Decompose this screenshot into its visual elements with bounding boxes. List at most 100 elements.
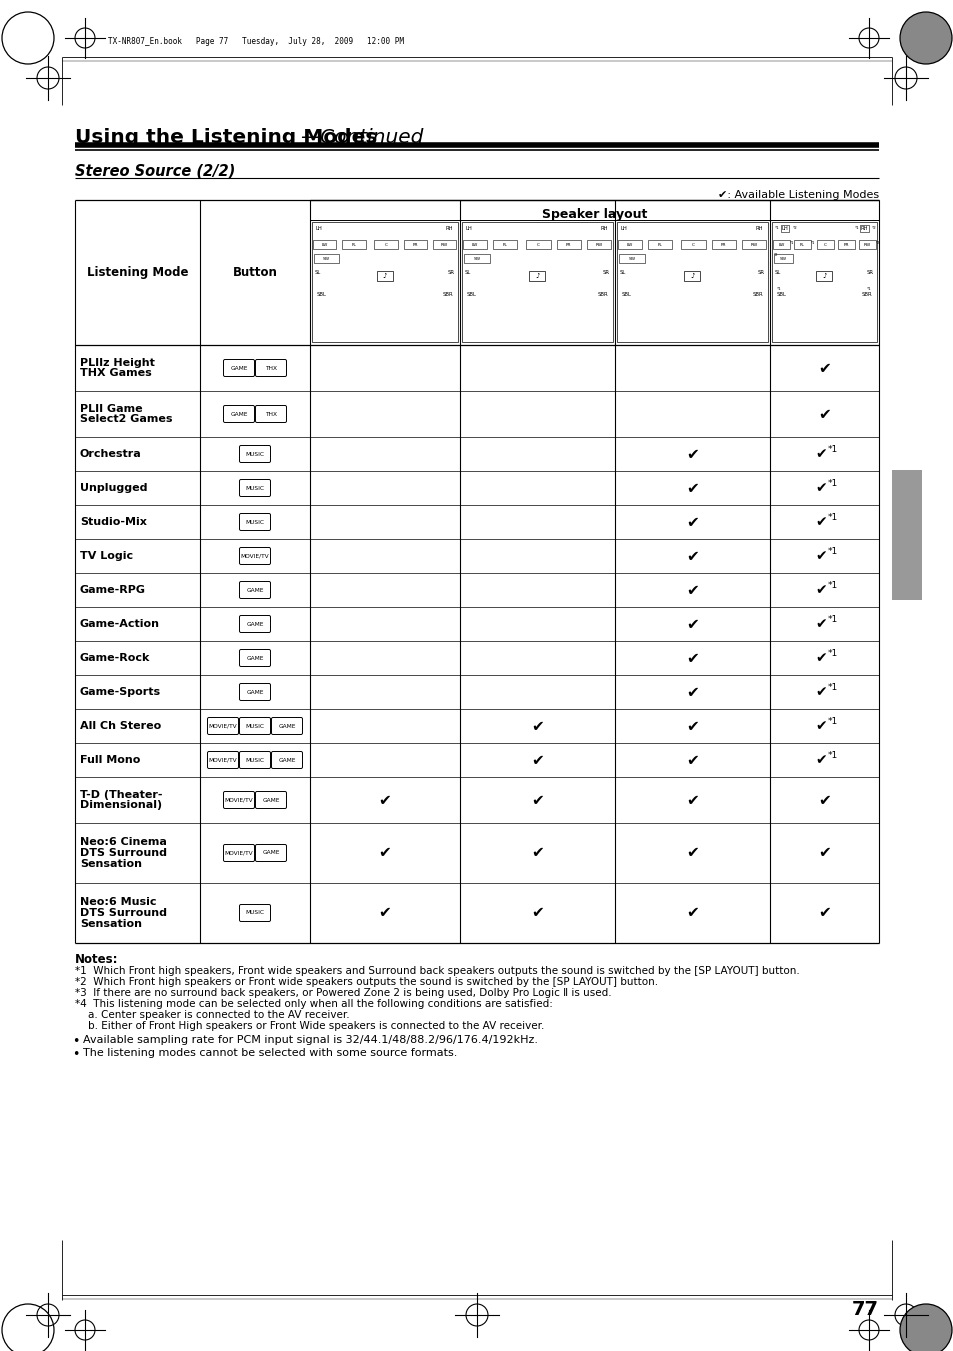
Text: Game-RPG: Game-RPG [80,585,146,594]
Text: MUSIC: MUSIC [245,758,264,762]
Text: SBL: SBL [776,293,786,297]
Text: *1: *1 [826,513,837,523]
Text: Sensation: Sensation [80,919,142,929]
Text: FL: FL [658,242,662,246]
Text: LW: LW [626,242,633,246]
Text: Available sampling rate for PCM input signal is 32/44.1/48/88.2/96/176.4/192kHz.: Available sampling rate for PCM input si… [83,1035,537,1046]
Text: The listening modes cannot be selected with some source formats.: The listening modes cannot be selected w… [83,1048,456,1058]
Text: ✔: ✔ [378,793,391,808]
Text: FL: FL [502,242,507,246]
Text: ✔: ✔ [685,515,699,530]
Text: RW: RW [749,242,757,246]
Text: ✔: ✔ [815,481,826,494]
Text: LH: LH [781,226,788,231]
Text: LH: LH [315,226,322,231]
Text: SBR: SBR [442,293,453,297]
Text: FR: FR [842,242,848,246]
Text: *1: *1 [826,547,837,557]
Text: SW: SW [323,257,330,261]
Text: SW: SW [473,257,480,261]
Text: Studio-Mix: Studio-Mix [80,517,147,527]
Text: ♪: ♪ [690,273,694,280]
Text: Game-Sports: Game-Sports [80,688,161,697]
Text: SR: SR [758,270,764,276]
Text: ✔: ✔ [531,905,543,920]
Text: ✔: ✔ [815,447,826,461]
Bar [838,240,854,249]
Text: *1: *1 [826,480,837,489]
Text: GAME: GAME [230,366,248,370]
Text: SW: SW [628,257,635,261]
Text: TV Logic: TV Logic [80,551,133,561]
Text: ✔: ✔ [685,582,699,597]
Text: ✔: ✔ [685,549,699,563]
Text: THX Games: THX Games [80,369,152,378]
Text: LH: LH [465,226,473,231]
Bar [376,272,393,281]
Text: MUSIC: MUSIC [245,520,264,524]
Text: ✔: ✔ [685,793,699,808]
Text: FL: FL [800,242,804,246]
Text: DTS Surround: DTS Surround [80,848,167,858]
Text: FL: FL [351,242,355,246]
Text: *1: *1 [789,240,794,245]
Text: Unplugged: Unplugged [80,484,148,493]
Text: ✔: ✔ [818,793,830,808]
Text: C: C [384,242,387,246]
Text: ✔: ✔ [685,446,699,462]
Bar [772,240,789,249]
Bar [816,272,832,281]
Text: ✔: Available Listening Modes: ✔: Available Listening Modes [717,190,878,200]
Bar [314,254,339,263]
Text: SBR: SBR [752,293,762,297]
Text: RH: RH [861,226,867,231]
Text: ✔: ✔ [815,753,826,767]
Bar [771,222,876,342]
Bar [556,240,580,249]
Text: ✔: ✔ [685,753,699,767]
Text: SBR: SBR [861,293,871,297]
Text: MUSIC: MUSIC [245,911,264,916]
Bar [618,240,641,249]
Text: All Ch Stereo: All Ch Stereo [80,721,161,731]
Text: ✔: ✔ [685,481,699,496]
Bar [793,240,810,249]
Text: GAME: GAME [246,689,263,694]
Bar [586,240,610,249]
Text: *2: *2 [871,226,876,230]
Text: GAME: GAME [262,851,279,855]
Text: •: • [71,1035,79,1048]
Bar [493,240,517,249]
Text: PLII Game: PLII Game [80,404,143,413]
Text: FR: FR [720,242,725,246]
Bar [403,240,426,249]
Text: SR: SR [602,270,609,276]
Text: Select2 Games: Select2 Games [80,415,172,424]
Text: —Continued: —Continued [299,128,423,147]
Text: MUSIC: MUSIC [245,724,264,728]
Text: ✔: ✔ [378,846,391,861]
Text: *1: *1 [826,684,837,693]
Text: Dimensional): Dimensional) [80,801,162,811]
Text: GAME: GAME [278,758,295,762]
Text: Using the Listening Modes: Using the Listening Modes [75,128,377,147]
Text: GAME: GAME [246,655,263,661]
Text: LW: LW [321,242,328,246]
Text: GAME: GAME [246,621,263,627]
Text: GAME: GAME [278,724,295,728]
Text: TX-NR807_En.book   Page 77   Tuesday,  July 28,  2009   12:00 PM: TX-NR807_En.book Page 77 Tuesday, July 2… [108,38,403,46]
Text: RW: RW [863,242,870,246]
Text: Game-Action: Game-Action [80,619,160,630]
Text: SR: SR [866,270,873,276]
Text: *1: *1 [810,240,815,245]
Text: *1: *1 [826,446,837,454]
Text: Notes:: Notes: [75,952,118,966]
Bar [374,240,397,249]
Text: LW: LW [778,242,783,246]
Text: ✔: ✔ [815,515,826,530]
Text: b. Either of Front High speakers or Front Wide speakers is connected to the AV r: b. Either of Front High speakers or Fron… [75,1021,544,1031]
Text: SBL: SBL [621,293,631,297]
Bar [647,240,672,249]
Text: •: • [71,1048,79,1061]
Text: MOVIE/TV: MOVIE/TV [225,851,253,855]
